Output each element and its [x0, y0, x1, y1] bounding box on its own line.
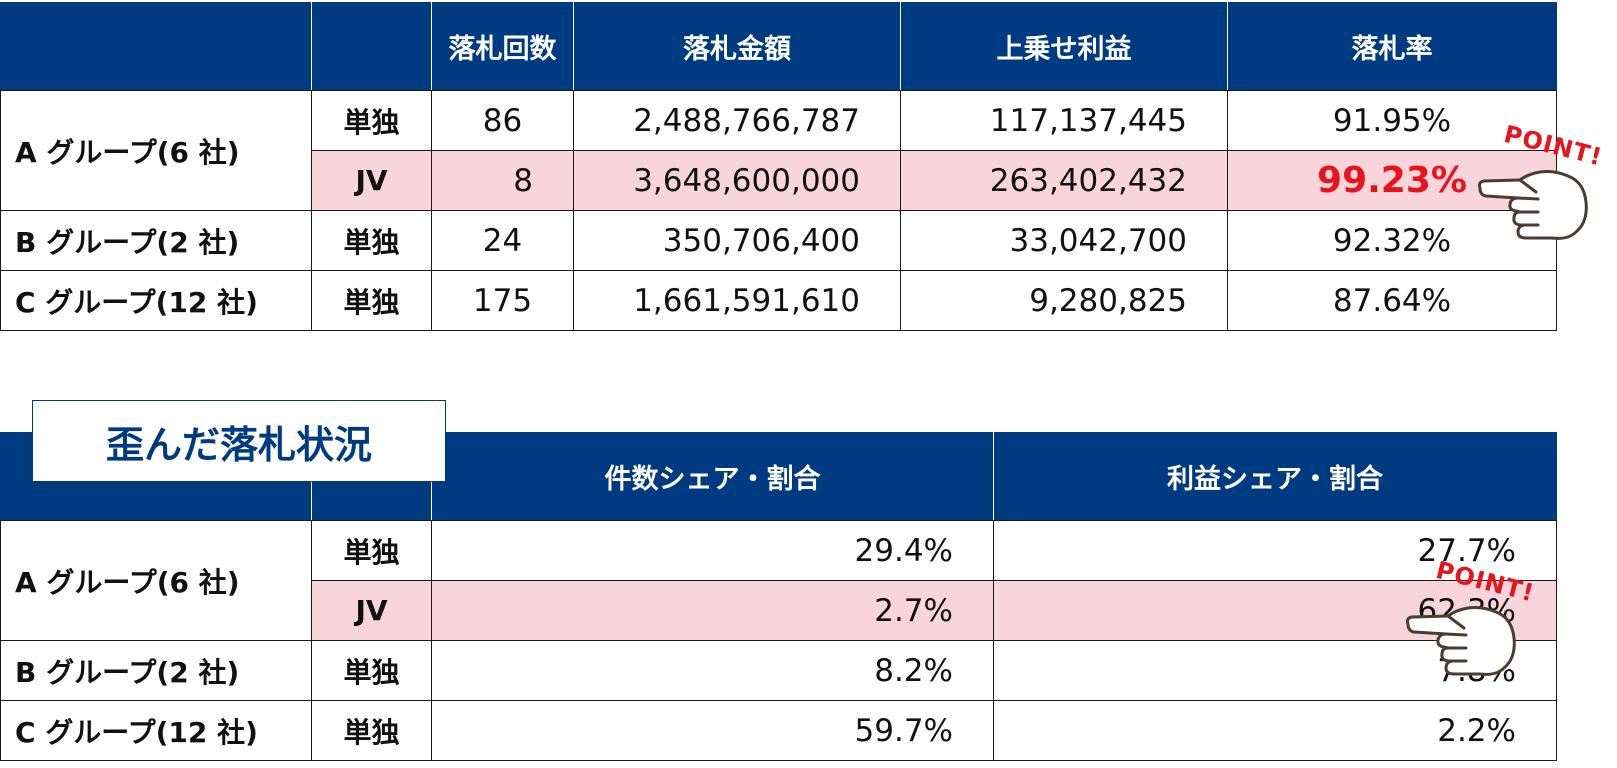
table-row: B グループ(2 社) 単独 24 350,706,400 33,042,700…	[0, 210, 1557, 271]
header-cell	[0, 2, 312, 91]
bid-amount: 1,661,591,610	[573, 270, 901, 331]
header-added-profit: 上乗せ利益	[900, 2, 1228, 91]
bid-results-table: 落札回数 落札金額 上乗せ利益 落札率 A グループ(6 社) 単独 86 2,…	[0, 2, 1557, 331]
bid-amount: 3,648,600,000	[573, 150, 901, 211]
added-profit: 9,280,825	[900, 270, 1228, 331]
table-row: B グループ(2 社) 単独 8.2% 7.8%	[0, 640, 1557, 701]
added-profit: 117,137,445	[900, 90, 1228, 151]
bid-count: 175	[431, 270, 574, 331]
group-label: A グループ(6 社)	[0, 90, 312, 211]
bid-kind: 単独	[311, 210, 432, 271]
bid-kind: 単独	[311, 270, 432, 331]
bid-kind: 単独	[311, 520, 432, 581]
group-label: B グループ(2 社)	[0, 640, 312, 701]
pointing-hand-icon	[1478, 170, 1588, 240]
section-title: 歪んだ落札状況	[32, 400, 446, 482]
header-bid-count: 落札回数	[431, 2, 574, 91]
header-cell	[311, 2, 432, 91]
profit-share: 2.2%	[993, 700, 1557, 761]
count-share: 8.2%	[431, 640, 994, 701]
table-row: C グループ(12 社) 単独 175 1,661,591,610 9,280,…	[0, 270, 1557, 331]
header-count-share: 件数シェア・割合	[431, 432, 994, 521]
bid-count: 86	[431, 90, 574, 151]
bid-kind: 単独	[311, 90, 432, 151]
group-label: A グループ(6 社)	[0, 520, 312, 641]
header-bid-amount: 落札金額	[573, 2, 901, 91]
bid-rate: 92.32%	[1227, 210, 1557, 271]
count-share: 29.4%	[431, 520, 994, 581]
header-profit-share: 利益シェア・割合	[993, 432, 1557, 521]
group-label: C グループ(12 社)	[0, 270, 312, 331]
bid-kind: JV	[311, 150, 432, 211]
group-label: C グループ(12 社)	[0, 700, 312, 761]
pointing-hand-icon	[1406, 606, 1516, 676]
bid-rate: 87.64%	[1227, 270, 1557, 331]
group-label: B グループ(2 社)	[0, 210, 312, 271]
bid-count: 8	[431, 150, 574, 211]
table-row-highlight: JV 8 3,648,600,000 263,402,432 99.23%	[1, 150, 1557, 211]
bid-rate: 91.95%	[1227, 90, 1557, 151]
bid-kind: JV	[311, 580, 432, 641]
bid-kind: 単独	[311, 700, 432, 761]
bid-kind: 単独	[311, 640, 432, 701]
table-header-row: 落札回数 落札金額 上乗せ利益 落札率	[0, 2, 1557, 91]
bid-amount: 350,706,400	[573, 210, 901, 271]
table-row: A グループ(6 社) 単独 29.4% 27.7%	[0, 520, 1557, 641]
table-row: A グループ(6 社) 単独 86 2,488,766,787 117,137,…	[0, 90, 1557, 211]
added-profit: 33,042,700	[900, 210, 1228, 271]
added-profit: 263,402,432	[900, 150, 1228, 211]
table-row: C グループ(12 社) 単独 59.7% 2.2%	[0, 700, 1557, 761]
count-share: 59.7%	[431, 700, 994, 761]
bid-rate-highlight: 99.23%	[1227, 150, 1557, 211]
bid-amount: 2,488,766,787	[573, 90, 901, 151]
header-bid-rate: 落札率	[1227, 2, 1557, 91]
share-table: 件数シェア・割合 利益シェア・割合 A グループ(6 社) 単独 29.4% 2…	[0, 432, 1557, 761]
count-share: 2.7%	[431, 580, 994, 641]
bid-count: 24	[431, 210, 574, 271]
